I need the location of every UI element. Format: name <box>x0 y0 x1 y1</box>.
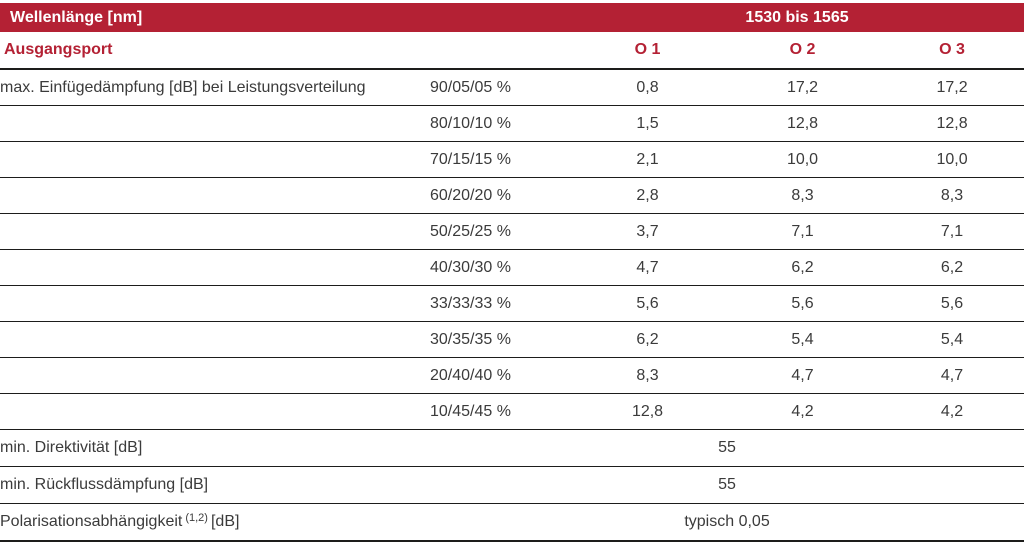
value-o1: 2,8 <box>570 177 726 214</box>
empty-cell <box>0 393 430 430</box>
polarization-label: Polarisationsabhängigkeit (1,2) [dB] <box>0 503 430 542</box>
value-o2: 10,0 <box>725 141 881 178</box>
wavelength-label: Wellenlänge [nm] <box>0 3 571 32</box>
directivity-value: 55 <box>430 429 1024 467</box>
wavelength-range-value: 1530 bis 1565 <box>570 3 1024 32</box>
empty-cell <box>0 141 430 178</box>
value-o2: 7,1 <box>725 213 881 250</box>
split-ratio: 50/25/25 % <box>430 213 571 250</box>
value-o3: 8,3 <box>880 177 1024 214</box>
value-o2: 5,6 <box>725 285 881 322</box>
split-ratio: 33/33/33 % <box>430 285 571 322</box>
value-o1: 4,7 <box>570 249 726 286</box>
port-o2-header: O 2 <box>725 32 881 70</box>
table-row: 60/20/20 % 2,8 8,3 8,3 <box>0 177 1024 214</box>
split-ratio: 70/15/15 % <box>430 141 571 178</box>
value-o1: 12,8 <box>570 393 726 430</box>
insertion-loss-label: max. Einfügedämpfung [dB] bei Leistungsv… <box>0 69 430 106</box>
directivity-label: min. Direktivität [dB] <box>0 429 430 467</box>
value-o1: 8,3 <box>570 357 726 394</box>
output-port-label: Ausgangsport <box>0 32 430 70</box>
split-ratio: 10/45/45 % <box>430 393 571 430</box>
table-row: min. Direktivität [dB] 55 <box>0 429 1024 467</box>
empty-cell <box>0 105 430 142</box>
value-o3: 6,2 <box>880 249 1024 286</box>
table-row: 33/33/33 % 5,6 5,6 5,6 <box>0 285 1024 322</box>
table-row: 80/10/10 % 1,5 12,8 12,8 <box>0 105 1024 142</box>
value-o1: 5,6 <box>570 285 726 322</box>
empty-cell <box>0 357 430 394</box>
wavelength-header-row: Wellenlänge [nm] 1530 bis 1565 <box>0 3 1024 32</box>
output-port-header-row: Ausgangsport O 1 O 2 O 3 <box>0 32 1024 70</box>
table-row: 30/35/35 % 6,2 5,4 5,4 <box>0 321 1024 358</box>
table-row: 70/15/15 % 2,1 10,0 10,0 <box>0 141 1024 178</box>
value-o3: 10,0 <box>880 141 1024 178</box>
table-row: 40/30/30 % 4,7 6,2 6,2 <box>0 249 1024 286</box>
footnote-marker: (1,2) <box>185 512 208 524</box>
empty-cell <box>430 32 571 70</box>
empty-cell <box>0 249 430 286</box>
table-row: Polarisationsabhängigkeit (1,2) [dB] typis… <box>0 503 1024 542</box>
value-o3: 17,2 <box>880 69 1024 106</box>
value-o2: 8,3 <box>725 177 881 214</box>
value-o3: 4,7 <box>880 357 1024 394</box>
value-o2: 4,2 <box>725 393 881 430</box>
split-ratio: 90/05/05 % <box>430 69 571 106</box>
value-o1: 3,7 <box>570 213 726 250</box>
value-o3: 4,2 <box>880 393 1024 430</box>
split-ratio: 40/30/30 % <box>430 249 571 286</box>
polarization-label-unit: [dB] <box>210 513 240 530</box>
value-o1: 0,8 <box>570 69 726 106</box>
value-o1: 2,1 <box>570 141 726 178</box>
empty-cell <box>0 177 430 214</box>
table-row: min. Rückflussdämpfung [dB] 55 <box>0 466 1024 504</box>
split-ratio: 30/35/35 % <box>430 321 571 358</box>
split-ratio: 60/20/20 % <box>430 177 571 214</box>
value-o2: 17,2 <box>725 69 881 106</box>
split-ratio: 20/40/40 % <box>430 357 571 394</box>
table-row: max. Einfügedämpfung [dB] bei Leistungsv… <box>0 69 1024 106</box>
table-row: 50/25/25 % 3,7 7,1 7,1 <box>0 213 1024 250</box>
value-o2: 4,7 <box>725 357 881 394</box>
table-row: 10/45/45 % 12,8 4,2 4,2 <box>0 393 1024 430</box>
return-loss-label: min. Rückflussdämpfung [dB] <box>0 466 430 504</box>
empty-cell <box>0 285 430 322</box>
value-o1: 1,5 <box>570 105 726 142</box>
port-o1-header: O 1 <box>570 32 726 70</box>
polarization-value: typisch 0,05 <box>430 503 1024 542</box>
empty-cell <box>0 321 430 358</box>
optical-splitter-spec-table: Wellenlänge [nm] 1530 bis 1565 Ausgangsp… <box>0 3 1024 542</box>
table-row: 20/40/40 % 8,3 4,7 4,7 <box>0 357 1024 394</box>
polarization-label-text: Polarisationsabhängigkeit <box>0 513 183 530</box>
value-o2: 5,4 <box>725 321 881 358</box>
empty-cell <box>0 213 430 250</box>
split-ratio: 80/10/10 % <box>430 105 571 142</box>
value-o3: 5,4 <box>880 321 1024 358</box>
value-o3: 12,8 <box>880 105 1024 142</box>
return-loss-value: 55 <box>430 466 1024 504</box>
port-o3-header: O 3 <box>880 32 1024 70</box>
value-o2: 6,2 <box>725 249 881 286</box>
value-o1: 6,2 <box>570 321 726 358</box>
value-o3: 5,6 <box>880 285 1024 322</box>
value-o3: 7,1 <box>880 213 1024 250</box>
value-o2: 12,8 <box>725 105 881 142</box>
